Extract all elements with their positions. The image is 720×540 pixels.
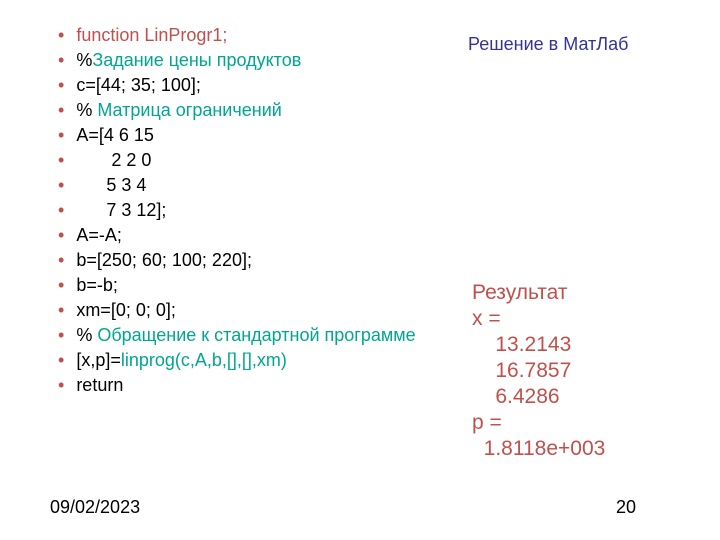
code-line: • b=-b;: [58, 274, 428, 296]
code-line: • % Обращение к стандартной программе: [58, 324, 428, 346]
code-line: • return: [58, 374, 428, 396]
bullet-icon: •: [58, 374, 64, 396]
slide: • function LinProgr1; • %Задание цены проду…: [0, 0, 720, 540]
bullet-icon: •: [58, 299, 64, 321]
code-line: • 7 3 12];: [58, 199, 428, 221]
bullet-icon: •: [58, 149, 64, 171]
code-line: • xm=[0; 0; 0];: [58, 299, 428, 321]
code-text: c=[44; 35; 100];: [76, 74, 201, 96]
right-title: Решение в МатЛаб: [468, 34, 628, 55]
code-text: %Задание цены продуктов: [76, 49, 301, 71]
code-line: • 2 2 0: [58, 149, 428, 171]
bullet-icon: •: [58, 224, 64, 246]
bullet-icon: •: [58, 274, 64, 296]
bullet-list: • function LinProgr1; • %Задание цены проду…: [58, 24, 428, 396]
code-text: A=-A;: [76, 224, 122, 246]
footer-date: 09/02/2023: [50, 497, 140, 518]
code-text: 2 2 0: [76, 149, 151, 171]
bullet-icon: •: [58, 124, 64, 146]
code-text: A=[4 6 15: [76, 124, 154, 146]
bullet-icon: •: [58, 99, 64, 121]
code-line: • A=-A;: [58, 224, 428, 246]
footer-page: 20: [616, 497, 636, 518]
bullet-icon: •: [58, 249, 64, 271]
code-text: xm=[0; 0; 0];: [76, 299, 176, 321]
bullet-icon: •: [58, 324, 64, 346]
code-text: b=[250; 60; 100; 220];: [76, 249, 252, 271]
bullet-icon: •: [58, 174, 64, 196]
code-text: function LinProgr1;: [76, 24, 227, 46]
code-text: 5 3 4: [76, 174, 146, 196]
code-line: • b=[250; 60; 100; 220];: [58, 249, 428, 271]
code-text: b=-b;: [76, 274, 118, 296]
code-line: • % Матрица ограничений: [58, 99, 428, 121]
bullet-icon: •: [58, 74, 64, 96]
bullet-icon: •: [58, 24, 64, 46]
code-line: • [x,p]=linprog(c,A,b,[],[],xm): [58, 349, 428, 371]
code-line: • %Задание цены продуктов: [58, 49, 428, 71]
code-line: • A=[4 6 15: [58, 124, 428, 146]
code-text: return: [76, 374, 123, 396]
code-text: % Обращение к стандартной программе: [76, 324, 415, 346]
code-text: [x,p]=linprog(c,A,b,[],[],xm): [76, 349, 287, 371]
code-text: 7 3 12];: [76, 199, 166, 221]
code-text: % Матрица ограничений: [76, 99, 282, 121]
code-line: • c=[44; 35; 100];: [58, 74, 428, 96]
bullet-icon: •: [58, 199, 64, 221]
code-line: • function LinProgr1;: [58, 24, 428, 46]
bullet-icon: •: [58, 349, 64, 371]
result-block: Результат x = 13.2143 16.7857 6.4286 p =…: [472, 280, 605, 462]
code-line: • 5 3 4: [58, 174, 428, 196]
bullet-icon: •: [58, 49, 64, 71]
code-list: • function LinProgr1; • %Задание цены проду…: [58, 24, 428, 399]
